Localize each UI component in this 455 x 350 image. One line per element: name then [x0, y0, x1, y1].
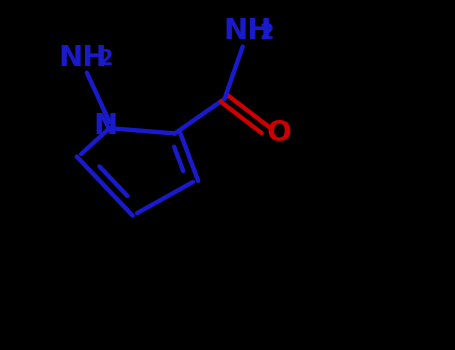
Text: N: N: [94, 112, 118, 140]
Text: O: O: [267, 119, 291, 147]
Text: NH: NH: [58, 44, 106, 72]
Text: 2: 2: [99, 49, 113, 69]
Text: 2: 2: [259, 23, 274, 43]
Text: NH: NH: [223, 17, 272, 45]
